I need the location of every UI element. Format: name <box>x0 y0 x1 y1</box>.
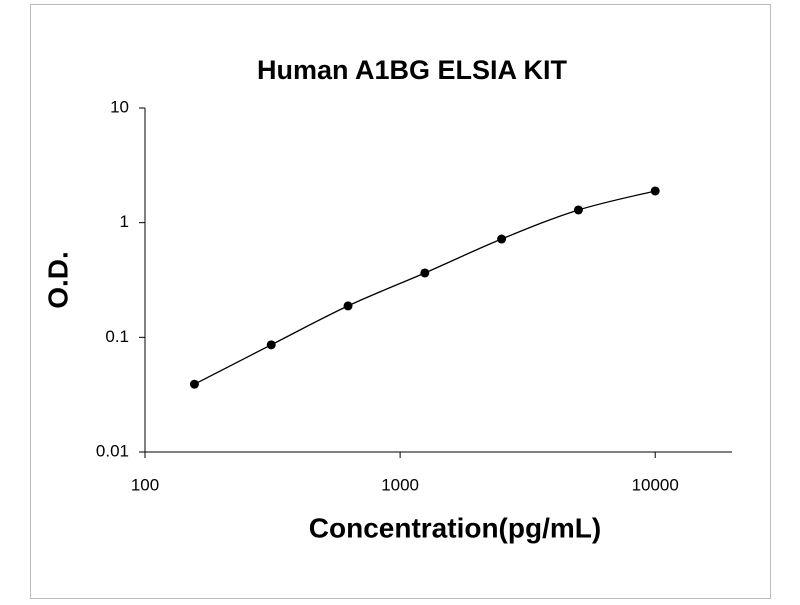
y-tick-label: 1 <box>120 212 129 231</box>
data-point <box>497 234 507 244</box>
y-axis-title: O.D. <box>42 251 73 309</box>
data-point <box>650 186 660 196</box>
y-tick-label: 0.1 <box>105 327 129 346</box>
data-point <box>266 340 276 350</box>
data-point <box>420 268 430 278</box>
x-tick-label: 10000 <box>632 475 679 494</box>
x-axis-title: Concentration(pg/mL) <box>309 512 601 543</box>
chart-title: Human A1BG ELSIA KIT <box>257 55 568 85</box>
x-tick-label: 1000 <box>381 475 419 494</box>
chart-frame <box>30 4 771 599</box>
data-point <box>573 205 583 215</box>
x-tick-label: 100 <box>131 475 159 494</box>
data-point <box>343 301 353 311</box>
data-point <box>189 379 199 389</box>
y-tick-label: 10 <box>110 97 129 116</box>
y-tick-label: 0.01 <box>96 441 129 460</box>
